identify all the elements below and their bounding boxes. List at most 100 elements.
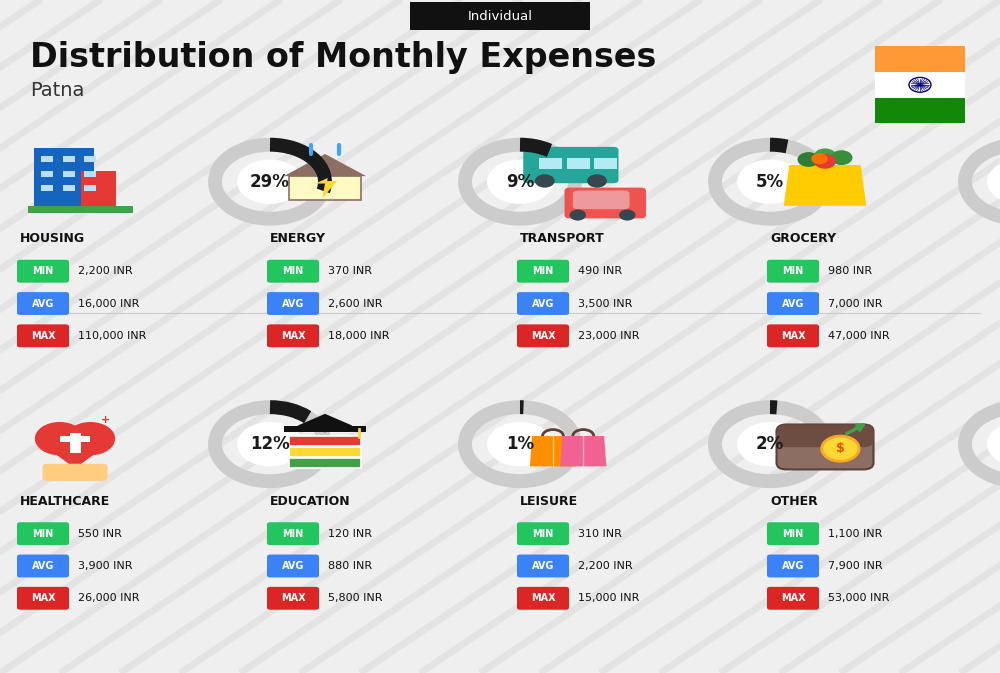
Polygon shape	[298, 414, 353, 432]
Circle shape	[830, 150, 852, 165]
Text: MAX: MAX	[531, 594, 555, 603]
Text: 2,200 INR: 2,200 INR	[578, 561, 633, 571]
Text: 26,000 INR: 26,000 INR	[78, 594, 140, 603]
Circle shape	[798, 152, 820, 167]
Text: +: +	[101, 415, 110, 425]
Text: MAX: MAX	[31, 331, 55, 341]
FancyBboxPatch shape	[523, 147, 618, 183]
Text: AVG: AVG	[782, 299, 804, 308]
FancyBboxPatch shape	[289, 447, 361, 457]
Text: 1%: 1%	[506, 435, 534, 453]
Polygon shape	[530, 436, 576, 466]
Polygon shape	[560, 436, 606, 466]
Text: 370 INR: 370 INR	[328, 267, 372, 276]
Circle shape	[35, 422, 84, 455]
FancyBboxPatch shape	[43, 464, 108, 481]
FancyBboxPatch shape	[517, 555, 569, 577]
FancyBboxPatch shape	[17, 260, 69, 283]
FancyBboxPatch shape	[17, 587, 69, 610]
Polygon shape	[289, 176, 361, 201]
FancyBboxPatch shape	[767, 260, 819, 283]
FancyBboxPatch shape	[81, 170, 116, 207]
Circle shape	[737, 422, 803, 466]
FancyBboxPatch shape	[410, 2, 590, 30]
Circle shape	[814, 154, 836, 169]
Polygon shape	[784, 165, 866, 206]
Circle shape	[487, 160, 553, 204]
Text: 110,000 INR: 110,000 INR	[78, 331, 146, 341]
FancyBboxPatch shape	[767, 555, 819, 577]
Text: 5,800 INR: 5,800 INR	[328, 594, 382, 603]
Circle shape	[987, 160, 1000, 204]
Circle shape	[822, 436, 859, 461]
Text: 120 INR: 120 INR	[328, 529, 372, 538]
Text: 2%: 2%	[756, 435, 784, 453]
Text: 2,200 INR: 2,200 INR	[78, 267, 133, 276]
FancyBboxPatch shape	[28, 206, 133, 213]
Text: AVG: AVG	[782, 561, 804, 571]
FancyBboxPatch shape	[776, 425, 874, 447]
Text: 1,100 INR: 1,100 INR	[828, 529, 882, 538]
Text: Patna: Patna	[30, 81, 84, 100]
Text: AVG: AVG	[532, 561, 554, 571]
Polygon shape	[37, 440, 114, 468]
Text: EDUCATION: EDUCATION	[270, 495, 351, 508]
Text: LEISURE: LEISURE	[520, 495, 578, 508]
Circle shape	[66, 422, 115, 455]
FancyBboxPatch shape	[567, 158, 590, 169]
FancyBboxPatch shape	[517, 292, 569, 315]
Text: 18,000 INR: 18,000 INR	[328, 331, 390, 341]
Circle shape	[237, 422, 303, 466]
FancyBboxPatch shape	[267, 292, 319, 315]
Text: AVG: AVG	[32, 561, 54, 571]
FancyBboxPatch shape	[17, 522, 69, 545]
FancyBboxPatch shape	[767, 587, 819, 610]
Circle shape	[987, 422, 1000, 466]
Text: Individual: Individual	[468, 9, 532, 23]
FancyBboxPatch shape	[41, 184, 53, 191]
Text: 3,500 INR: 3,500 INR	[578, 299, 632, 308]
Text: MIN: MIN	[532, 529, 554, 538]
Text: 7,000 INR: 7,000 INR	[828, 299, 883, 308]
Circle shape	[811, 153, 828, 164]
Circle shape	[570, 209, 586, 221]
Text: MAX: MAX	[281, 594, 305, 603]
Text: 550 INR: 550 INR	[78, 529, 122, 538]
FancyBboxPatch shape	[267, 522, 319, 545]
FancyBboxPatch shape	[875, 46, 965, 72]
FancyBboxPatch shape	[70, 433, 80, 454]
FancyBboxPatch shape	[84, 156, 96, 162]
Text: 29%: 29%	[250, 173, 290, 190]
FancyBboxPatch shape	[289, 458, 361, 468]
FancyBboxPatch shape	[517, 324, 569, 347]
Text: MIN: MIN	[282, 267, 304, 276]
Text: MIN: MIN	[782, 267, 804, 276]
Text: MIN: MIN	[282, 529, 304, 538]
Text: MIN: MIN	[782, 529, 804, 538]
Text: HEALTHCARE: HEALTHCARE	[20, 495, 110, 508]
Circle shape	[237, 160, 303, 204]
Circle shape	[737, 160, 803, 204]
FancyBboxPatch shape	[84, 170, 96, 177]
Text: 980 INR: 980 INR	[828, 267, 872, 276]
FancyBboxPatch shape	[63, 156, 75, 162]
FancyBboxPatch shape	[767, 522, 819, 545]
FancyBboxPatch shape	[517, 522, 569, 545]
FancyBboxPatch shape	[767, 324, 819, 347]
FancyBboxPatch shape	[267, 555, 319, 577]
Text: MAX: MAX	[531, 331, 555, 341]
Circle shape	[487, 422, 553, 466]
FancyBboxPatch shape	[776, 425, 874, 470]
Text: 2,600 INR: 2,600 INR	[328, 299, 382, 308]
Text: Distribution of Monthly Expenses: Distribution of Monthly Expenses	[30, 40, 656, 74]
Text: MAX: MAX	[781, 594, 805, 603]
Polygon shape	[284, 154, 366, 176]
Text: 47,000 INR: 47,000 INR	[828, 331, 890, 341]
Text: 3,900 INR: 3,900 INR	[78, 561, 132, 571]
Text: HOUSING: HOUSING	[20, 232, 85, 246]
FancyBboxPatch shape	[17, 555, 69, 577]
Text: MIN: MIN	[32, 267, 54, 276]
FancyBboxPatch shape	[573, 190, 630, 209]
Text: AVG: AVG	[282, 561, 304, 571]
Text: AVG: AVG	[532, 299, 554, 308]
